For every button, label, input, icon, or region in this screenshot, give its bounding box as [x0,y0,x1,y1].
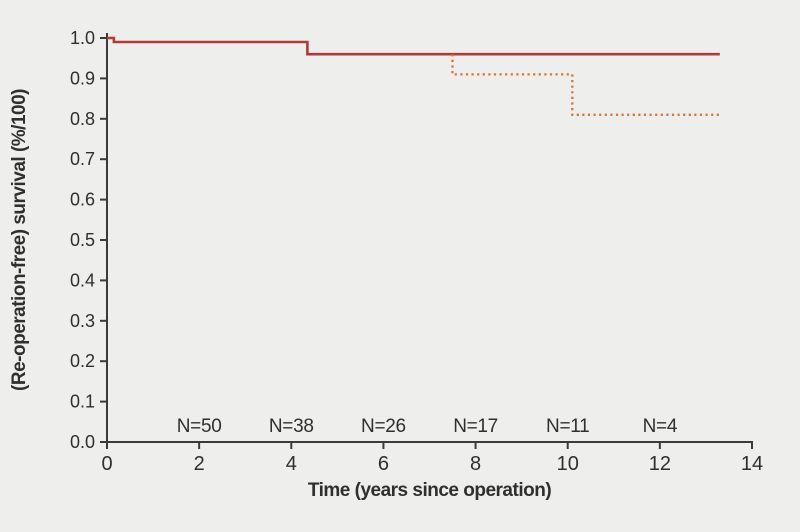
y-tick-label: 0.2 [70,351,95,371]
at-risk-label: N=4 [643,416,678,437]
y-tick-label: 0.1 [70,392,95,412]
y-tick-label: 0.0 [70,432,95,452]
y-tick-label: 0.8 [70,109,95,129]
at-risk-label: N=11 [546,416,589,437]
x-tick-label: 8 [470,453,481,475]
x-tick-label: 14 [741,453,763,475]
x-axis-title: Time (years since operation) [308,480,551,501]
x-tick-label: 10 [557,453,579,475]
y-tick-label: 0.9 [70,68,95,88]
reoperation-free-dotted-line [451,54,720,116]
y-tick-label: 0.6 [70,190,95,210]
x-tick-label: 6 [378,453,389,475]
y-tick-label: 0.3 [70,311,95,331]
y-tick-label: 0.4 [70,270,95,290]
y-tick-label: 0.5 [70,230,95,250]
x-tick-label: 2 [194,453,205,475]
at-risk-label: N=26 [361,416,406,437]
x-tick-label: 12 [649,453,671,475]
at-risk-label: N=17 [453,416,498,437]
x-tick-label: 4 [286,453,297,475]
at-risk-label: N=50 [177,416,222,437]
survival-solid-line [107,36,720,56]
y-tick-label: 1.0 [70,28,95,48]
at-risk-label: N=38 [269,416,314,437]
y-axis-title: (Re-operation-free) survival (%/100) [9,89,30,391]
y-tick-label: 0.7 [70,149,95,169]
x-tick-label: 0 [101,453,112,475]
